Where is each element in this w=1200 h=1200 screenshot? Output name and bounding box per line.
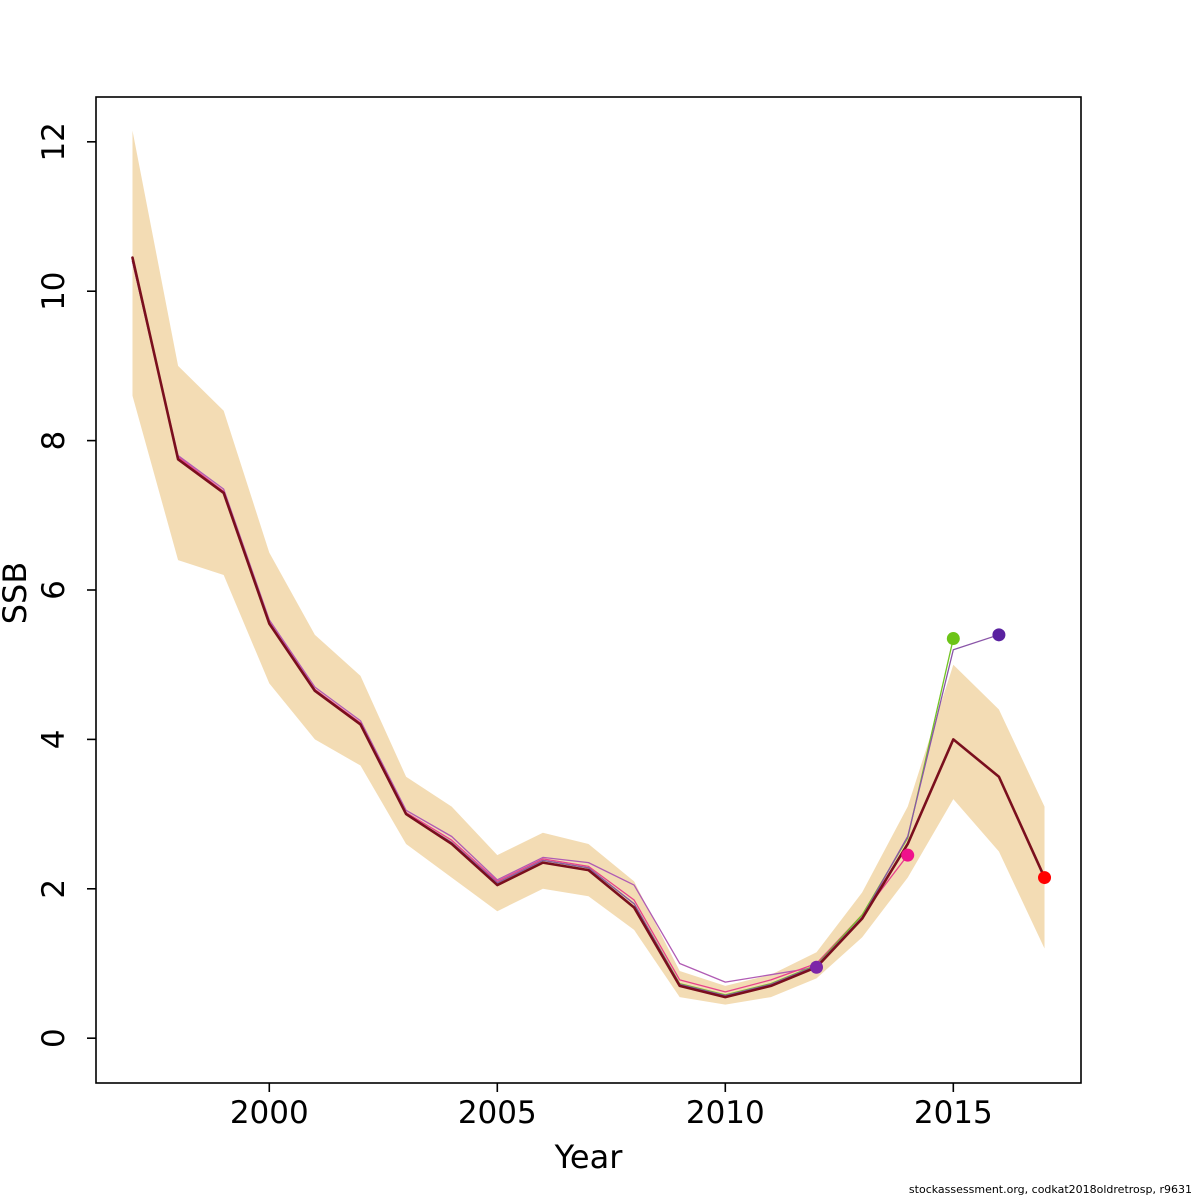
y-tick-label: 8 (36, 431, 72, 451)
x-axis-title: Year (554, 1138, 623, 1176)
series-endpoint-retro-peel-2012 (810, 960, 824, 974)
y-tick-label: 2 (36, 879, 72, 899)
x-tick-label: 2015 (914, 1095, 993, 1131)
series-endpoint-retro-peel-2014 (901, 848, 915, 862)
series-endpoint-retro-peel-2015 (946, 632, 960, 646)
x-tick-label: 2010 (686, 1095, 765, 1131)
series-endpoint-final-assessment-2017 (1038, 871, 1052, 885)
x-tick-label: 2000 (230, 1095, 309, 1131)
footer-attribution: stockassessment.org, codkat2018oldretros… (908, 1183, 1192, 1196)
y-tick-label: 12 (36, 122, 72, 161)
y-tick-label: 10 (36, 271, 72, 310)
confidence-band (132, 130, 1045, 1005)
y-tick-label: 6 (36, 580, 72, 600)
y-axis-title: SSB (0, 561, 34, 625)
y-tick-label: 4 (36, 730, 72, 750)
y-tick-label: 0 (36, 1028, 72, 1048)
series-line-final-assessment-2017 (131, 256, 1046, 999)
series-endpoint-retro-peel-2016 (992, 628, 1006, 642)
x-tick-label: 2005 (458, 1095, 537, 1131)
